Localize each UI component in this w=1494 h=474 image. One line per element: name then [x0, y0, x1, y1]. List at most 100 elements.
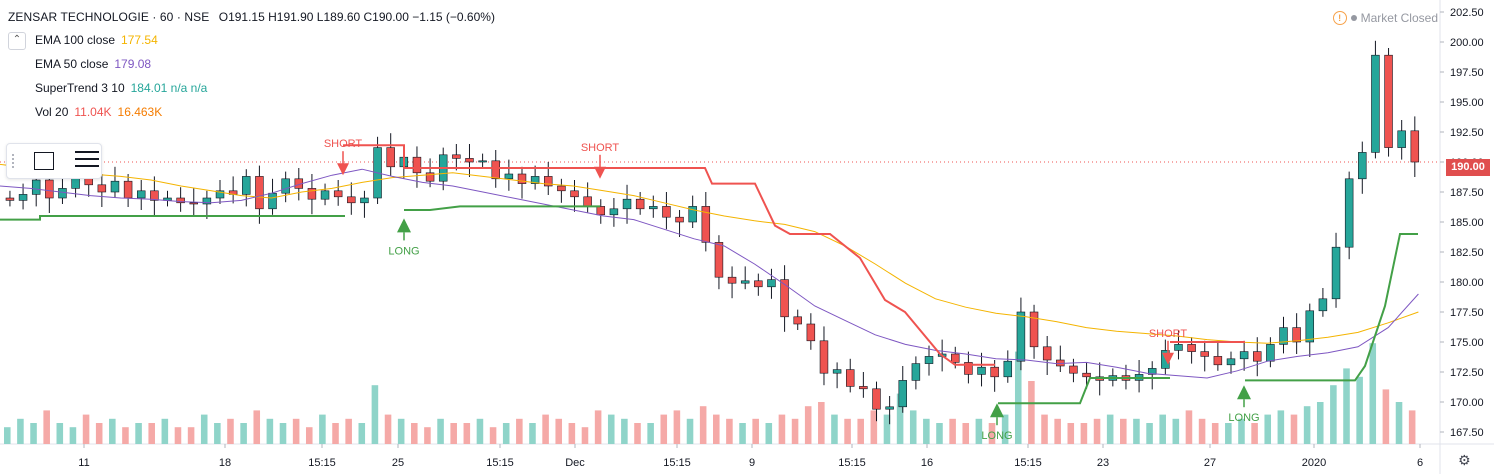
indicator-volume[interactable]: Vol 20 11.04K 16.463K	[35, 105, 162, 119]
candle	[1279, 327, 1288, 345]
candle	[110, 180, 120, 193]
candle	[176, 197, 185, 204]
volume-bar	[1395, 402, 1403, 444]
candle	[215, 190, 225, 199]
candle	[596, 206, 606, 216]
market-status-label: Market Closed	[1360, 11, 1438, 25]
short-arrow-icon	[1162, 352, 1174, 365]
candle	[570, 190, 579, 198]
short-arrow-icon	[594, 166, 606, 179]
candle	[1371, 54, 1380, 153]
volume-bar	[1185, 410, 1193, 444]
candle	[1344, 178, 1354, 248]
volume-bar	[240, 423, 247, 444]
time-tick-label: 16	[921, 457, 933, 469]
volume-bar	[988, 423, 996, 444]
volume-bar	[279, 423, 287, 444]
candle	[150, 190, 159, 201]
volume-bar	[1303, 406, 1311, 444]
candle	[1397, 130, 1406, 148]
candle	[1069, 365, 1078, 374]
volume-bar	[726, 418, 733, 444]
volume-bar	[581, 427, 589, 444]
candle	[307, 188, 317, 200]
volume-bar	[686, 418, 694, 444]
candle	[242, 176, 251, 195]
volume-bar	[502, 423, 510, 444]
rectangle-tool-icon[interactable]	[34, 152, 54, 170]
volume-bar	[266, 418, 274, 444]
price-tick-label: 172.50	[1450, 367, 1484, 379]
volume-bar	[752, 418, 759, 444]
candle	[806, 323, 816, 342]
volume-bar	[135, 423, 142, 444]
volume-bar	[1264, 414, 1272, 444]
volume-bar	[909, 410, 917, 444]
candle	[320, 190, 330, 200]
volume-bar	[463, 423, 471, 444]
volume-bar	[1028, 381, 1035, 444]
volume-bar	[200, 414, 208, 444]
price-tick-label: 177.50	[1450, 307, 1484, 319]
drawing-toolbox[interactable]	[6, 143, 102, 179]
volume-bar	[1290, 414, 1298, 444]
volume-bar	[292, 418, 300, 444]
ema50-line	[0, 168, 1419, 379]
indicator-label: EMA 50 close	[35, 57, 109, 71]
volume-bar	[607, 414, 615, 444]
volume-bar	[699, 406, 707, 444]
volume-bar	[1001, 414, 1009, 444]
volume-bar	[174, 427, 182, 444]
time-tick-label: 15:15	[486, 457, 514, 469]
time-tick-label: 15:15	[838, 457, 866, 469]
indicator-ema100[interactable]: EMA 100 close 177.54	[35, 33, 158, 47]
volume-bar	[82, 414, 90, 444]
volume-bar	[56, 423, 64, 444]
gear-icon[interactable]: ⚙	[1458, 452, 1471, 468]
collapse-legend-button[interactable]: ⌃	[8, 32, 26, 50]
supertrend-up-line	[404, 205, 600, 211]
price-tick-label: 170.00	[1450, 397, 1484, 409]
price-tick-label: 187.50	[1450, 187, 1484, 199]
volume-bar	[305, 427, 313, 444]
drag-handle-icon[interactable]	[12, 154, 18, 168]
volume-bar	[69, 427, 77, 444]
volume-bar	[1041, 414, 1048, 444]
indicator-value2: 16.463K	[117, 105, 163, 119]
volume-bar	[122, 427, 129, 444]
volume-bar	[253, 410, 261, 444]
symbol-title[interactable]: ZENSAR TECHNOLOGIE · 60 · NSE	[8, 10, 210, 24]
chevron-up-icon: ⌃	[12, 34, 22, 45]
candle	[58, 188, 67, 199]
time-tick-label: 6	[1417, 457, 1423, 469]
volume-bar	[1133, 418, 1140, 444]
price-tick-label: 175.00	[1450, 337, 1484, 349]
candle	[333, 190, 343, 198]
long-signal-label: LONG	[1228, 412, 1259, 424]
volume-bar	[1172, 418, 1180, 444]
short-signal-label: SHORT	[324, 138, 363, 150]
volume-bar	[975, 418, 983, 444]
candle	[649, 206, 658, 210]
price-tick-label: 192.50	[1450, 127, 1484, 139]
candle	[872, 388, 881, 410]
candle	[1292, 327, 1301, 343]
volume-bar	[1106, 414, 1114, 444]
current-price-label: 190.00	[1446, 159, 1490, 176]
volume-bar	[1198, 418, 1206, 444]
volume-bar	[43, 410, 50, 444]
volume-bar	[1067, 423, 1075, 444]
candle	[18, 194, 28, 201]
volume-bar	[1369, 343, 1377, 444]
volume-bar	[489, 427, 497, 444]
price-tick-label: 180.00	[1450, 277, 1484, 289]
menu-lines-icon[interactable]	[75, 151, 99, 172]
candle	[1226, 358, 1236, 366]
indicator-ema50[interactable]: EMA 50 close 179.08	[35, 57, 151, 71]
time-tick-label: 2020	[1302, 457, 1326, 469]
volume-bar	[358, 423, 366, 444]
candle	[1174, 344, 1183, 351]
volume-bar	[371, 385, 379, 444]
indicator-supertrend[interactable]: SuperTrend 3 10 184.01 n/a n/a	[35, 81, 207, 95]
